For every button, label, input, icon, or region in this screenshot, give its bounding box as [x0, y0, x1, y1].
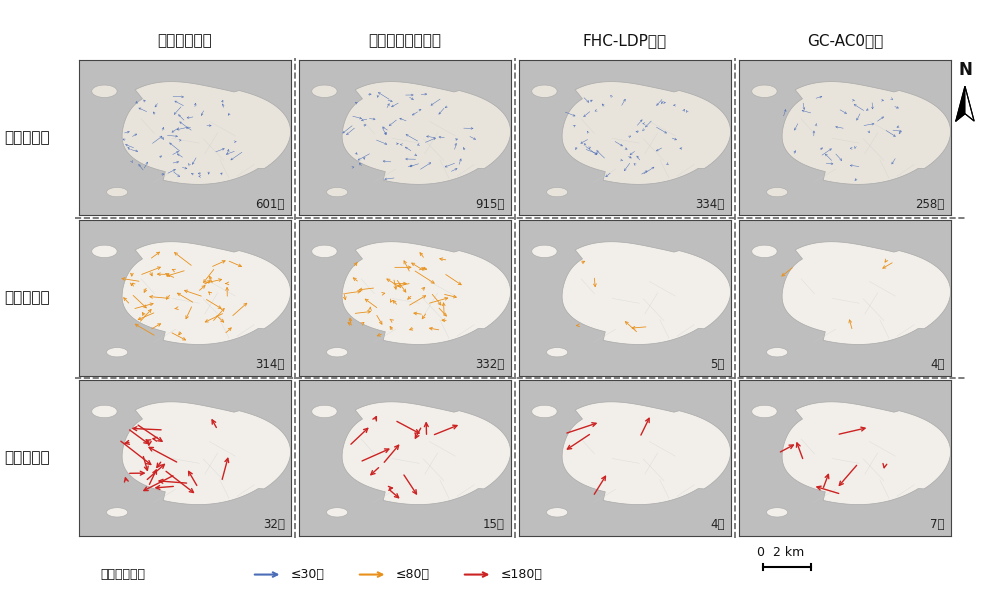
Text: 4簇: 4簇 [930, 358, 945, 371]
Polygon shape [312, 245, 337, 258]
Polygon shape [107, 348, 128, 357]
Text: 334簇: 334簇 [695, 198, 725, 211]
Polygon shape [342, 81, 511, 184]
Polygon shape [767, 348, 788, 357]
Polygon shape [327, 508, 348, 517]
Text: 601簇: 601簇 [255, 198, 285, 211]
Polygon shape [532, 406, 557, 418]
Polygon shape [312, 406, 337, 418]
Text: 中体量簇类: 中体量簇类 [4, 291, 50, 305]
Polygon shape [547, 508, 568, 517]
Text: ≤80条: ≤80条 [396, 568, 430, 581]
Text: 小体量簇类: 小体量簇类 [4, 130, 50, 145]
Polygon shape [752, 406, 777, 418]
Polygon shape [107, 187, 128, 197]
Polygon shape [752, 85, 777, 97]
Text: 7簇: 7簇 [930, 518, 945, 531]
Text: 258簇: 258簇 [915, 198, 945, 211]
Text: ≤30条: ≤30条 [291, 568, 325, 581]
Polygon shape [562, 81, 731, 184]
Polygon shape [965, 86, 974, 121]
Text: FHC-LDP聚类: FHC-LDP聚类 [583, 33, 667, 49]
Polygon shape [547, 187, 568, 197]
Polygon shape [532, 85, 557, 97]
Text: 簇内流向数量: 簇内流向数量 [100, 568, 145, 581]
Polygon shape [562, 402, 731, 505]
Polygon shape [312, 85, 337, 97]
Polygon shape [107, 508, 128, 517]
Polygon shape [327, 348, 348, 357]
Polygon shape [562, 242, 731, 345]
Polygon shape [547, 348, 568, 357]
Text: 32簇: 32簇 [263, 518, 285, 531]
Text: 4簇: 4簇 [710, 518, 725, 531]
Polygon shape [122, 81, 291, 184]
Polygon shape [342, 242, 511, 345]
Polygon shape [92, 245, 117, 258]
Polygon shape [767, 508, 788, 517]
Polygon shape [342, 402, 511, 505]
Text: 332簇: 332簇 [475, 358, 505, 371]
Polygon shape [327, 187, 348, 197]
Text: 流向时空联合聚类: 流向时空联合聚类 [368, 33, 442, 49]
Polygon shape [122, 402, 291, 505]
Polygon shape [92, 406, 117, 418]
Text: ≤180条: ≤180条 [501, 568, 543, 581]
Text: GC-AC0聚类: GC-AC0聚类 [807, 33, 883, 49]
Polygon shape [122, 242, 291, 345]
Polygon shape [956, 86, 965, 121]
Text: N: N [958, 61, 972, 79]
Text: 5簇: 5簇 [710, 358, 725, 371]
Text: 0  2 km: 0 2 km [757, 547, 804, 559]
Polygon shape [532, 245, 557, 258]
Text: 大体量簇类: 大体量簇类 [4, 451, 50, 466]
Text: 314簇: 314簇 [255, 358, 285, 371]
Polygon shape [767, 187, 788, 197]
Polygon shape [782, 81, 951, 184]
Polygon shape [782, 242, 951, 345]
Polygon shape [752, 245, 777, 258]
Text: 915簇: 915簇 [475, 198, 505, 211]
Polygon shape [782, 402, 951, 505]
Text: 15簇: 15簇 [483, 518, 505, 531]
Text: 本文聚类算法: 本文聚类算法 [158, 33, 212, 49]
Polygon shape [92, 85, 117, 97]
